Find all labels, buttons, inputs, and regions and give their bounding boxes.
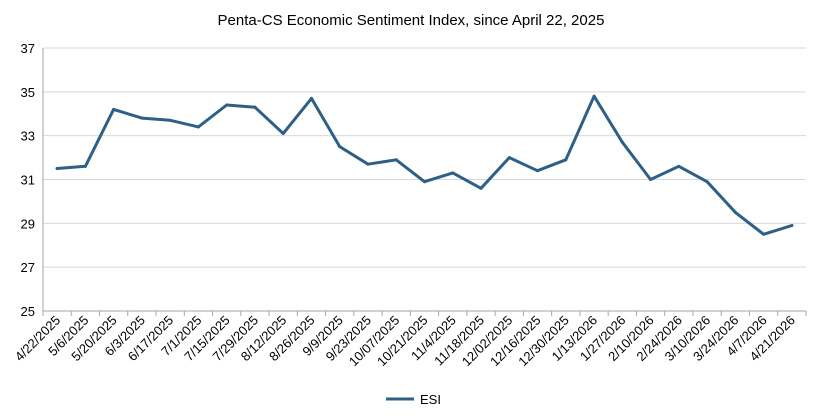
data-point [140, 116, 144, 120]
series-lines [55, 94, 794, 236]
data-point [168, 118, 172, 122]
data-point [620, 140, 624, 144]
axes [42, 48, 807, 316]
data-point [592, 94, 596, 98]
y-tick-label: 31 [21, 173, 35, 188]
data-point [479, 186, 483, 190]
chart-title: Penta-CS Economic Sentiment Index, since… [218, 12, 605, 29]
data-point [196, 125, 200, 129]
y-tick-label: 37 [21, 41, 35, 56]
data-point [790, 224, 794, 228]
data-point [677, 164, 681, 168]
y-tick-label: 35 [21, 85, 35, 100]
data-point [83, 164, 87, 168]
y-tick-label: 27 [21, 260, 35, 275]
data-point [564, 158, 568, 162]
data-point [55, 167, 59, 171]
data-point [733, 210, 737, 214]
data-point [225, 103, 229, 107]
gridlines [43, 47, 806, 268]
legend-label-esi: ESI [420, 392, 441, 407]
y-tick-label: 33 [21, 129, 35, 144]
data-point [451, 171, 455, 175]
data-point [366, 162, 370, 166]
data-point [281, 131, 285, 135]
data-point [423, 180, 426, 184]
data-point [762, 232, 766, 236]
data-point [705, 180, 709, 184]
data-point [112, 107, 116, 111]
y-tick-label: 25 [21, 304, 35, 319]
x-axis-tick-labels: 4/22/20255/6/20255/20/20256/3/20256/17/2… [12, 313, 798, 370]
data-point [309, 96, 313, 100]
y-tick-label: 29 [21, 216, 35, 231]
data-point [507, 156, 511, 160]
legend: ESI [386, 392, 441, 407]
data-point [253, 105, 257, 109]
data-point [536, 169, 540, 173]
series-line-esi [55, 94, 794, 236]
data-point [338, 145, 342, 149]
y-axis-tick-labels: 25 27 29 31 33 35 37 [21, 41, 35, 319]
data-point [394, 158, 398, 162]
data-point [649, 178, 653, 181]
